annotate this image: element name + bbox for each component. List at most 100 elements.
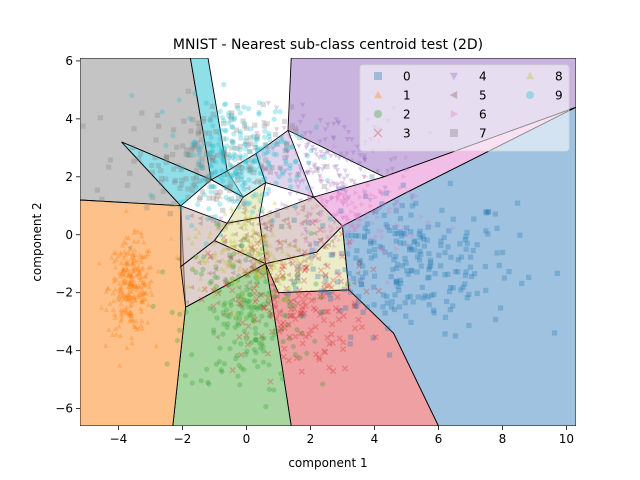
data-point	[270, 231, 276, 237]
x-axis-ticks: −4 −2 0 2 4 6 8 10	[110, 426, 574, 446]
data-point	[426, 264, 432, 270]
data-point	[276, 310, 283, 317]
data-point	[287, 312, 294, 319]
data-point	[145, 251, 151, 257]
data-point	[285, 357, 292, 364]
data-point	[317, 311, 324, 318]
data-point	[251, 290, 258, 297]
data-point	[335, 186, 341, 192]
data-point	[463, 234, 469, 240]
data-point	[243, 221, 249, 227]
data-point	[321, 151, 328, 157]
data-point	[137, 252, 143, 258]
data-point	[447, 307, 453, 313]
data-point	[379, 192, 385, 198]
data-point	[243, 283, 249, 289]
data-point	[266, 307, 273, 315]
data-point	[121, 267, 127, 273]
data-point	[273, 288, 280, 295]
data-point	[325, 308, 332, 315]
data-point	[239, 193, 245, 200]
data-point	[261, 264, 267, 270]
data-point	[253, 282, 260, 289]
data-point	[235, 300, 243, 307]
data-point	[238, 310, 244, 316]
data-point	[258, 234, 265, 242]
data-point	[223, 128, 229, 134]
chart-title: MNIST - Nearest sub-class centroid test …	[173, 37, 483, 53]
data-point	[180, 143, 186, 149]
data-point	[230, 154, 236, 161]
data-point	[126, 288, 132, 294]
data-point	[336, 119, 342, 125]
data-point	[266, 271, 273, 277]
data-point	[377, 206, 383, 212]
data-point	[238, 294, 244, 300]
data-point	[207, 280, 213, 286]
data-point	[342, 192, 348, 198]
data-point	[356, 212, 362, 218]
data-point	[125, 292, 132, 298]
data-point	[234, 353, 240, 359]
data-point	[128, 298, 134, 304]
data-point	[280, 353, 287, 360]
legend-label: 5	[479, 89, 487, 103]
data-point	[388, 304, 395, 310]
data-point	[118, 288, 124, 294]
data-point	[238, 341, 244, 347]
data-point	[319, 212, 325, 219]
series-6	[253, 138, 457, 286]
data-point	[462, 237, 468, 243]
data-point	[251, 316, 258, 323]
data-point	[373, 209, 379, 215]
data-point	[111, 278, 117, 284]
data-point	[257, 259, 263, 265]
data-point	[292, 159, 299, 165]
data-point	[290, 343, 297, 350]
data-point	[252, 298, 259, 305]
data-point	[261, 238, 266, 244]
data-point	[301, 218, 307, 224]
data-point	[214, 226, 220, 232]
data-point	[241, 206, 247, 212]
data-point	[365, 228, 371, 235]
data-point	[308, 148, 314, 154]
data-point	[248, 313, 254, 319]
data-point	[244, 253, 250, 259]
data-point	[150, 194, 156, 200]
data-point	[192, 139, 198, 145]
data-point	[163, 176, 169, 182]
data-point	[201, 140, 207, 146]
data-point	[362, 157, 368, 163]
series-7	[80, 88, 330, 223]
data-point	[206, 150, 213, 157]
data-point	[153, 137, 159, 143]
data-point	[236, 220, 242, 226]
data-point	[386, 352, 393, 358]
data-point	[213, 266, 219, 272]
legend-marker	[450, 110, 459, 118]
data-point	[335, 307, 342, 314]
data-point	[358, 217, 364, 224]
data-point	[128, 276, 134, 282]
data-point	[288, 104, 294, 110]
data-point	[267, 278, 273, 284]
data-point	[331, 194, 336, 200]
data-point	[260, 291, 266, 297]
data-point	[347, 289, 354, 295]
data-point	[261, 120, 267, 126]
data-point	[266, 272, 273, 279]
data-point	[230, 264, 236, 270]
data-point	[305, 160, 312, 166]
data-point	[139, 298, 145, 303]
data-point	[348, 334, 354, 340]
data-point	[212, 170, 218, 176]
data-point	[318, 295, 324, 301]
data-point	[424, 275, 431, 281]
data-point	[328, 252, 334, 258]
data-point	[185, 186, 191, 192]
data-point	[196, 196, 202, 202]
data-point	[244, 207, 250, 213]
data-point	[278, 258, 283, 264]
